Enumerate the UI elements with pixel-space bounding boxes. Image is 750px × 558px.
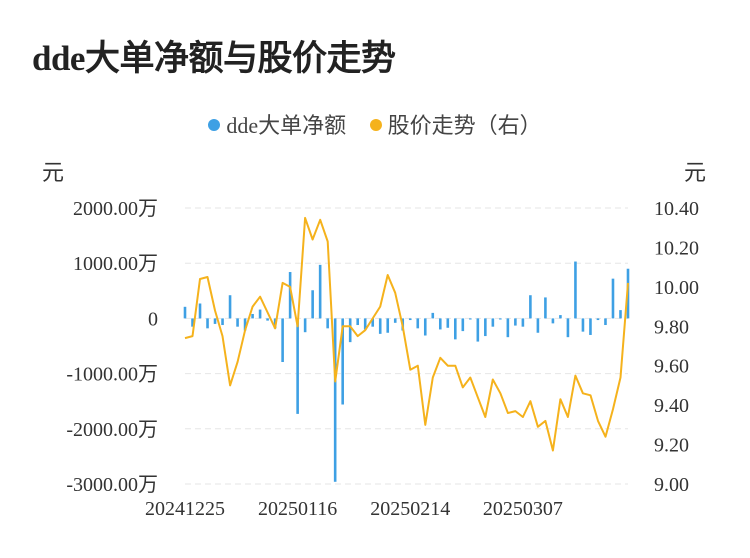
dde-bar — [551, 318, 555, 324]
dde-bar — [348, 318, 352, 343]
legend-item-dde[interactable]: dde大单净额 — [208, 108, 346, 140]
dde-bar — [521, 318, 525, 327]
x-tick-label: 20241225 — [145, 498, 225, 520]
right-tick-label: 9.20 — [654, 435, 689, 457]
dde-bar — [544, 297, 547, 319]
right-axis-unit: 元 — [684, 160, 707, 185]
dde-bar — [566, 318, 570, 338]
dde-bar — [611, 278, 615, 319]
dde-bar — [296, 318, 299, 414]
dde-bar — [408, 318, 412, 321]
legend-label-price: 股价走势（右） — [387, 113, 542, 138]
legend: dde大单净额 股价走势（右） — [0, 108, 750, 140]
dde-bar — [469, 318, 472, 320]
dde-bar — [251, 313, 254, 319]
dde-bar — [311, 290, 314, 319]
legend-marker-dde — [208, 119, 221, 131]
dde-bar — [491, 318, 495, 327]
legend-marker-price — [369, 119, 382, 131]
x-tick-label: 20250214 — [370, 498, 450, 520]
dde-bar — [529, 295, 532, 319]
right-tick-label: 10.00 — [654, 277, 699, 299]
x-axis: 20241225 20250116 20250214 20250307 — [145, 498, 563, 520]
dde-bar — [454, 318, 457, 340]
dde-bar — [619, 310, 622, 319]
dde-bar — [281, 318, 284, 363]
dde-bar — [258, 309, 262, 319]
right-tick-label: 9.60 — [654, 356, 689, 378]
dde-bar — [326, 318, 329, 329]
dde-bar — [236, 318, 239, 327]
right-tick-label: 9.80 — [654, 316, 689, 338]
dde-bar — [431, 312, 435, 319]
left-tick-label: 2000.00万 — [73, 198, 158, 220]
right-axis: 10.40 10.20 10.00 9.80 9.60 9.40 9.20 9.00 — [654, 198, 699, 496]
dde-bar — [191, 318, 194, 327]
dde-bar — [589, 318, 592, 335]
left-tick-label: 1000.00万 — [73, 253, 158, 275]
dde-bar — [378, 318, 382, 334]
line-series-price — [184, 216, 629, 452]
left-tick-label: -2000.00万 — [66, 419, 158, 441]
dde-bar — [228, 295, 232, 319]
dde-bar — [596, 318, 600, 321]
dde-bar — [266, 318, 269, 321]
right-tick-label: 9.40 — [654, 395, 689, 417]
price-line — [184, 216, 629, 452]
dde-bar — [386, 318, 390, 333]
dde-bar — [183, 306, 187, 319]
dde-bar — [499, 318, 502, 320]
dde-bar — [318, 264, 322, 319]
legend-item-price[interactable]: 股价走势（右） — [369, 108, 542, 140]
left-tick-label: -1000.00万 — [66, 364, 158, 386]
dde-bar — [514, 318, 517, 326]
dde-bar — [393, 318, 397, 323]
legend-label-dde: dde大单净额 — [226, 113, 347, 138]
dde-bar — [303, 318, 307, 333]
dde-bar — [356, 318, 359, 326]
dde-bar — [288, 272, 292, 319]
grid-lines — [185, 207, 628, 485]
dde-bar — [484, 318, 487, 337]
x-tick-label: 20250307 — [483, 498, 563, 520]
dde-bar — [423, 318, 427, 336]
dde-bar — [581, 318, 585, 332]
dde-bar — [363, 318, 367, 330]
dde-bar — [221, 318, 224, 326]
dde-bar — [206, 318, 209, 329]
dde-bar — [604, 318, 607, 326]
right-tick-label: 9.00 — [654, 474, 689, 496]
dde-bar — [446, 318, 450, 328]
dde-bar — [476, 318, 480, 342]
dde-bar — [506, 318, 510, 338]
left-axis-unit: 元 — [42, 160, 65, 185]
bar-series-dde — [183, 261, 630, 482]
left-axis: 2000.00万 1000.00万 0 -1000.00万 -2000.00万 -3000… — [66, 198, 158, 496]
left-tick-label: -3000.00万 — [66, 474, 158, 496]
dde-bar — [559, 315, 562, 319]
dde-bar — [333, 318, 337, 482]
dde-bar — [213, 318, 217, 324]
left-tick-label: 0 — [148, 308, 158, 330]
chart-title: dde大单净额与股价走势 — [32, 39, 396, 78]
dde-bar — [461, 318, 465, 332]
right-tick-label: 10.20 — [654, 237, 699, 259]
dde-bar — [341, 318, 344, 405]
dde-bar — [536, 318, 540, 333]
dde-bar — [416, 318, 420, 329]
dde-bar — [243, 318, 247, 331]
dde-bar — [198, 303, 202, 319]
right-tick-label: 10.40 — [654, 198, 699, 220]
dde-bar — [371, 318, 375, 327]
dde-bar — [438, 318, 442, 330]
dde-bar — [574, 261, 577, 319]
x-tick-label: 20250116 — [258, 498, 337, 520]
